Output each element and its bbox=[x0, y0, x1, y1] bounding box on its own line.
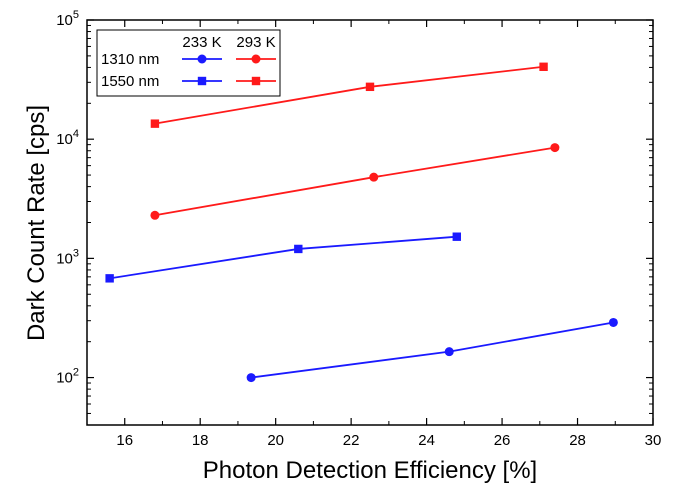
series-line bbox=[109, 235, 457, 280]
series-0 bbox=[246, 317, 618, 383]
data-point bbox=[608, 317, 618, 327]
y-tick-exponent: 3 bbox=[73, 247, 79, 259]
y-tick-base: 10 bbox=[56, 250, 73, 267]
data-point bbox=[369, 172, 379, 182]
y-tick-label: 102 bbox=[56, 367, 79, 387]
series-2 bbox=[150, 143, 560, 220]
data-point bbox=[550, 143, 560, 153]
x-tick-label: 20 bbox=[267, 432, 284, 449]
y-axis-label: Dark Count Rate [cps] bbox=[23, 105, 50, 341]
y-tick-exponent: 5 bbox=[73, 9, 79, 21]
data-point bbox=[246, 373, 256, 383]
data-point bbox=[539, 62, 548, 71]
legend-marker bbox=[197, 54, 207, 64]
series-line bbox=[251, 321, 614, 379]
legend-box bbox=[96, 29, 281, 97]
legend-entry bbox=[236, 76, 276, 86]
data-point bbox=[150, 210, 160, 220]
y-tick-label: 104 bbox=[56, 128, 79, 148]
x-tick-label: 28 bbox=[569, 432, 586, 449]
x-axis-label: Photon Detection Efficiency [%] bbox=[203, 457, 537, 484]
data-point bbox=[150, 119, 160, 128]
series-line bbox=[154, 146, 556, 217]
data-point bbox=[444, 347, 454, 357]
legend-entry bbox=[182, 76, 222, 86]
legend-entry bbox=[182, 54, 222, 64]
y-tick-base: 10 bbox=[56, 12, 73, 29]
y-tick-label: 103 bbox=[56, 247, 79, 267]
legend-column-label: 233 K bbox=[182, 34, 221, 51]
data-point bbox=[452, 232, 461, 241]
legend-row-label: 1550 nm bbox=[101, 73, 159, 90]
x-tick-label: 22 bbox=[343, 432, 360, 449]
x-tick-label: 16 bbox=[116, 432, 133, 449]
y-tick-base: 10 bbox=[56, 131, 73, 148]
legend-marker bbox=[251, 54, 261, 64]
y-tick-label: 105 bbox=[56, 9, 79, 29]
x-tick-label: 30 bbox=[645, 432, 662, 449]
series-1 bbox=[105, 232, 461, 283]
y-tick-base: 10 bbox=[56, 370, 73, 387]
data-point bbox=[105, 274, 114, 283]
legend-marker bbox=[251, 76, 261, 86]
data-point bbox=[365, 82, 375, 92]
y-tick-exponent: 4 bbox=[73, 128, 79, 140]
y-tick-exponent: 2 bbox=[73, 367, 79, 379]
x-tick-label: 18 bbox=[192, 432, 209, 449]
legend-marker bbox=[197, 76, 207, 86]
legend-entry bbox=[236, 54, 276, 64]
series-3 bbox=[150, 62, 548, 128]
x-tick-label: 24 bbox=[418, 432, 435, 449]
legend-row-label: 1310 nm bbox=[101, 51, 159, 68]
data-point bbox=[294, 244, 303, 254]
series-layer bbox=[105, 62, 618, 383]
x-tick-label: 26 bbox=[494, 432, 511, 449]
legend: 233 K 293 K 1310 nm 1550 nm bbox=[96, 29, 281, 97]
legend-column-label: 293 K bbox=[236, 34, 275, 51]
